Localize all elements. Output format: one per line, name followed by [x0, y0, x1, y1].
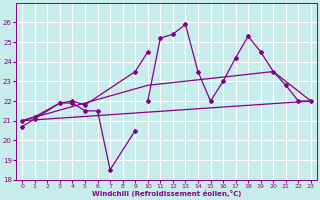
X-axis label: Windchill (Refroidissement éolien,°C): Windchill (Refroidissement éolien,°C) — [92, 190, 241, 197]
